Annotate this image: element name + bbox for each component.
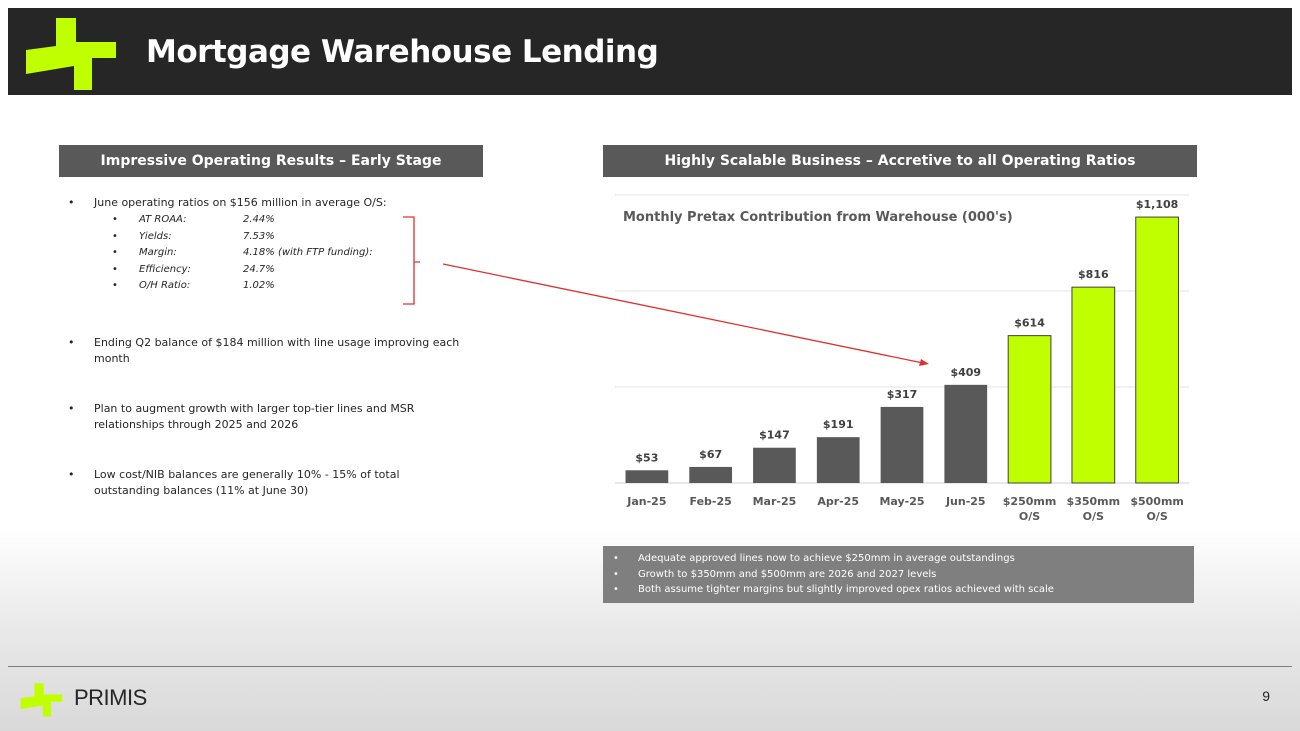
data-label: $67	[699, 448, 722, 461]
bar-actual	[753, 447, 796, 483]
ratio-label: O/H Ratio:	[139, 280, 191, 291]
bullet-q2-balance: Ending Q2 balance of $184 million with l…	[66, 335, 466, 367]
bar-actual	[689, 466, 733, 483]
category-label: Apr-25	[817, 495, 859, 508]
data-label: $53	[635, 451, 658, 464]
data-label: $147	[759, 429, 790, 442]
data-label: $317	[887, 388, 918, 401]
page-title: Mortgage Warehouse Lending	[146, 34, 659, 70]
bar-actual	[816, 437, 860, 483]
category-label: $350mm	[1067, 495, 1121, 508]
title-bar: Mortgage Warehouse Lending	[8, 8, 1292, 95]
category-label: O/S	[1083, 510, 1104, 523]
ratio-value: 24.7%	[243, 263, 275, 275]
ratio-row: Efficiency: 24.7%	[112, 262, 466, 279]
category-label: O/S	[1019, 510, 1040, 523]
ratio-row: Yields: 7.53%	[112, 229, 466, 246]
primis-plus-mark-icon	[20, 683, 63, 717]
note-item: Adequate approved lines now to achieve $…	[611, 551, 1186, 567]
page-number: 9	[1262, 688, 1270, 704]
category-label: May-25	[879, 495, 924, 508]
data-label: $614	[1014, 317, 1045, 330]
bar-actual	[880, 406, 924, 483]
right-section-heading: Highly Scalable Business – Accretive to …	[603, 145, 1197, 177]
chart-title: Monthly Pretax Contribution from Warehou…	[623, 210, 1013, 225]
data-label: $191	[823, 418, 854, 431]
projection-notes: Adequate approved lines now to achieve $…	[603, 546, 1194, 603]
ratio-row: AT ROAA: 2.44%	[112, 212, 466, 229]
operating-results-list: June operating ratios on $156 million in…	[66, 195, 466, 499]
ratio-row: O/H Ratio: 1.02%	[112, 278, 466, 295]
bullet-growth-plan: Plan to augment growth with larger top-t…	[66, 401, 466, 433]
ratio-label: Efficiency:	[139, 263, 191, 275]
ratio-row: Margin: 4.18% (with FTP funding):	[112, 245, 466, 262]
footer-divider	[8, 666, 1292, 667]
data-label: $816	[1078, 268, 1109, 281]
bar-projected	[1071, 286, 1116, 484]
category-label: Jun-25	[945, 495, 986, 508]
bar-projected	[1135, 216, 1179, 484]
pretax-contribution-chart: Monthly Pretax Contribution from Warehou…	[615, 194, 1189, 523]
ratio-value: 4.18% (with FTP funding):	[243, 247, 373, 258]
note-item: Growth to $350mm and $500mm are 2026 and…	[611, 567, 1186, 583]
category-label: Mar-25	[753, 495, 797, 508]
category-label: $250mm	[1003, 495, 1057, 508]
category-label: $500mm	[1130, 495, 1184, 508]
footer-brand: PRIMIS	[74, 685, 147, 710]
note-item: Both assume tighter margins but slightly…	[611, 582, 1186, 598]
bullet-low-cost-balances: Low cost/NIB balances are generally 10% …	[66, 467, 466, 499]
data-label: $1,108	[1136, 198, 1178, 211]
ratio-sublist: AT ROAA: 2.44% Yields: 7.53% Margin: 4.18% …	[112, 212, 466, 295]
bar-actual	[944, 384, 988, 483]
ratio-label: AT ROAA:	[139, 214, 187, 225]
primis-plus-mark-icon	[26, 18, 116, 90]
category-label: Jan-25	[626, 495, 666, 508]
bar-actual	[625, 470, 669, 483]
ratio-label: Yields:	[139, 230, 172, 242]
ratio-value: 7.53%	[243, 230, 275, 242]
ratio-value: 2.44%	[243, 214, 275, 225]
category-label: O/S	[1146, 510, 1167, 523]
ratio-value: 1.02%	[243, 280, 275, 291]
left-section-heading: Impressive Operating Results – Early Sta…	[59, 145, 483, 177]
category-label: Feb-25	[690, 495, 732, 508]
bar-projected	[1007, 335, 1052, 484]
bullet-june-ratios: June operating ratios on $156 million in…	[66, 195, 466, 211]
data-label: $409	[950, 366, 981, 379]
ratio-label: Margin:	[139, 247, 177, 258]
